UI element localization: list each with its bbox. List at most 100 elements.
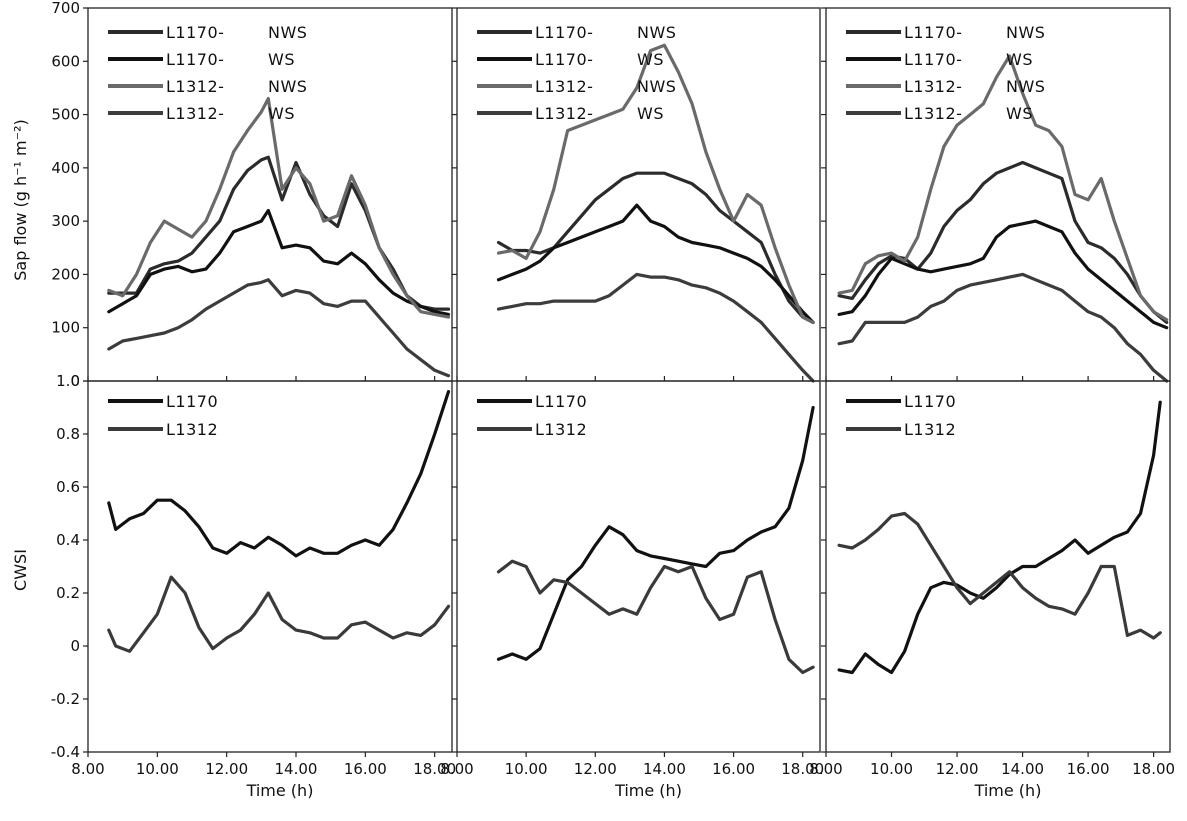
series-line-l1170 <box>837 400 1162 675</box>
series-line-l1312-ws <box>496 272 815 383</box>
x-axis-label: Time (h) <box>614 781 682 800</box>
series-line-l1170-ws <box>496 203 815 324</box>
y-tick-label: 0 <box>70 637 80 655</box>
legend-label: L1170- <box>535 50 593 69</box>
legend-tag: WS <box>1006 104 1033 123</box>
panel-frame <box>825 7 1171 382</box>
panel-frame <box>825 380 1171 753</box>
panel-bottom-2: 8.00 10.00 12.00 14.00 16.00 18.00 Time (h) L11… <box>440 380 824 800</box>
legend-tag: NWS <box>637 77 676 96</box>
y-tick-label: 100 <box>51 319 80 337</box>
x-tick-label: 18.00 <box>1132 760 1175 778</box>
series-line-l1170 <box>496 405 815 661</box>
legend: L1170 L1312 <box>477 392 587 439</box>
y-tick-label: 0.6 <box>56 478 80 496</box>
x-tick-label: 8.00 <box>440 760 473 778</box>
x-tick-label: 12.00 <box>936 760 979 778</box>
cwsi-y-axis-label: CWSI <box>11 549 30 591</box>
legend-label: L1170 <box>166 392 218 411</box>
panel-top-3: L1170- NWS L1170- WS L1312- NWS L1312- WS <box>821 7 1171 383</box>
y-tick-label: 600 <box>51 52 80 70</box>
legend-tag: WS <box>1006 50 1033 69</box>
legend: L1170- NWS L1170- WS L1312- NWS L1312- WS <box>108 23 307 123</box>
series-line-l1312-nws <box>496 43 815 324</box>
series-line-l1170-nws <box>496 171 815 324</box>
legend-tag: NWS <box>1006 23 1045 42</box>
series-line-l1170 <box>107 390 451 558</box>
x-tick-label: 12.00 <box>205 760 248 778</box>
y-tick-label: 400 <box>51 159 80 177</box>
x-axis-label: Time (h) <box>246 781 314 800</box>
y-tick-label: -0.4 <box>51 743 80 761</box>
series-line-l1312-ws <box>837 272 1169 383</box>
legend-label: L1312- <box>166 77 224 96</box>
legend: L1170- NWS L1170- WS L1312- NWS L1312- WS <box>846 23 1045 123</box>
legend-label: L1312 <box>535 420 587 439</box>
legend-label: L1312- <box>535 77 593 96</box>
x-tick-label: 10.00 <box>136 760 179 778</box>
y-tick-label: 0.4 <box>56 531 80 549</box>
x-tick-label: 12.00 <box>574 760 617 778</box>
y-tick-label: -0.2 <box>51 690 80 708</box>
series-line-l1312-nws <box>837 54 1169 322</box>
legend-tag: NWS <box>1006 77 1045 96</box>
legend-tag: WS <box>268 50 295 69</box>
series-line-l1312 <box>837 511 1162 640</box>
x-tick-label: 10.00 <box>870 760 913 778</box>
panel-top-2: L1170- NWS L1170- WS L1312- NWS L1312- WS <box>452 7 821 383</box>
y-tick-label: 300 <box>51 212 80 230</box>
legend-label: L1170- <box>904 50 962 69</box>
series-line-l1170-ws <box>107 208 451 316</box>
y-tick-label: 0.2 <box>56 584 80 602</box>
legend-tag: NWS <box>268 23 307 42</box>
x-tick-label: 16.00 <box>1067 760 1110 778</box>
x-tick-label: 18.00 <box>781 760 824 778</box>
legend-tag: WS <box>268 104 295 123</box>
panel-frame <box>456 380 821 753</box>
series-line-l1170-ws <box>837 219 1169 330</box>
series-line-l1312-ws <box>107 278 451 378</box>
legend-label: L1312 <box>904 420 956 439</box>
legend-label: L1170- <box>535 23 593 42</box>
y-tick-label: 500 <box>51 106 80 124</box>
x-tick-label: 16.00 <box>712 760 755 778</box>
legend-tag: NWS <box>268 77 307 96</box>
series-line-l1312 <box>496 559 815 675</box>
x-tick-label: 10.00 <box>505 760 548 778</box>
x-tick-label: 16.00 <box>344 760 387 778</box>
legend-tag: WS <box>637 50 664 69</box>
x-tick-label: 18.00 <box>413 760 456 778</box>
legend-label: L1170 <box>535 392 587 411</box>
series-line-l1170-nws <box>107 155 451 311</box>
y-tick-label: 200 <box>51 265 80 283</box>
panel-bottom-1: -0.4 -0.2 0 0.2 0.4 0.6 0.8 1.0 8.00 10.00 12.00 14… <box>51 372 456 800</box>
x-tick-label: 14.00 <box>1001 760 1044 778</box>
panel-bottom-3: 8.00 10.00 12.00 14.00 16.00 18.00 Time (h) L11… <box>809 380 1175 800</box>
legend-label: L1312- <box>904 104 962 123</box>
legend-label: L1170 <box>904 392 956 411</box>
x-tick-label: 14.00 <box>643 760 686 778</box>
panel-frame <box>87 380 453 753</box>
y-tick-label: 0.8 <box>56 425 80 443</box>
legend-label: L1170- <box>904 23 962 42</box>
y-tick-label: 0 <box>70 372 80 390</box>
legend-label: L1312 <box>166 420 218 439</box>
legend: L1170 L1312 <box>846 392 956 439</box>
sap-flow-y-axis-label: Sap flow (g h⁻¹ m⁻²) <box>11 119 30 281</box>
legend-tag: NWS <box>637 23 676 42</box>
x-axis-label: Time (h) <box>974 781 1042 800</box>
x-tick-label: 14.00 <box>275 760 318 778</box>
legend: L1170 L1312 <box>108 392 218 439</box>
series-line-l1312 <box>107 575 451 653</box>
legend-tag: WS <box>637 104 664 123</box>
series-line-l1312-nws <box>107 97 451 319</box>
legend-label: L1312- <box>904 77 962 96</box>
y-tick-label: 1.0 <box>56 372 80 390</box>
x-tick-label: 8.00 <box>71 760 104 778</box>
legend-label: L1170- <box>166 23 224 42</box>
legend-label: L1170- <box>166 50 224 69</box>
legend-label: L1312- <box>535 104 593 123</box>
